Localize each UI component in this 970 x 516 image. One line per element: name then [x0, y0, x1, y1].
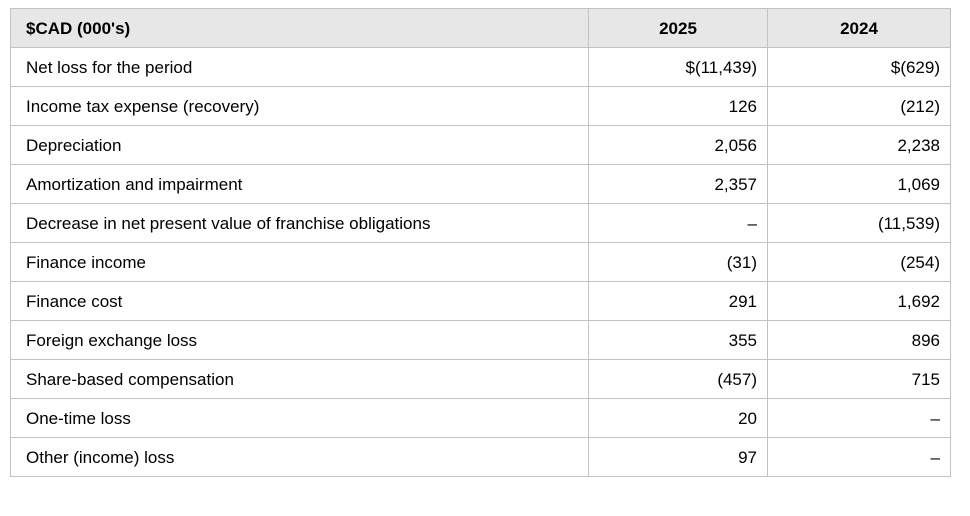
value-2024: (11,539): [767, 203, 951, 243]
value-2025: 20: [588, 398, 768, 438]
table-row: Depreciation 2,056 2,238: [10, 125, 951, 165]
value-2025: 126: [588, 86, 768, 126]
table-row: Finance income (31) (254): [10, 242, 951, 282]
value-2025: 291: [588, 281, 768, 321]
row-label: Finance cost: [10, 281, 589, 321]
value-2024: (254): [767, 242, 951, 282]
value-2025: 2,056: [588, 125, 768, 165]
row-label: Depreciation: [10, 125, 589, 165]
financial-table-container: $CAD (000's) 2025 2024 Net loss for the …: [10, 8, 951, 477]
value-2024: 1,692: [767, 281, 951, 321]
value-2024: (212): [767, 86, 951, 126]
row-label: One-time loss: [10, 398, 589, 438]
table-row: Finance cost 291 1,692: [10, 281, 951, 321]
table-header: $CAD (000's) 2025 2024: [10, 8, 951, 48]
table-row: Amortization and impairment 2,357 1,069: [10, 164, 951, 204]
value-2025: $(11,439): [588, 47, 768, 87]
value-2024: –: [767, 437, 951, 477]
financial-table: $CAD (000's) 2025 2024 Net loss for the …: [10, 8, 951, 477]
row-label: Amortization and impairment: [10, 164, 589, 204]
row-label: Other (income) loss: [10, 437, 589, 477]
header-row: $CAD (000's) 2025 2024: [10, 8, 951, 48]
value-2024: 2,238: [767, 125, 951, 165]
header-currency-label: $CAD (000's): [10, 8, 589, 48]
table-row: Income tax expense (recovery) 126 (212): [10, 86, 951, 126]
row-label: Share-based compensation: [10, 359, 589, 399]
row-label: Foreign exchange loss: [10, 320, 589, 360]
table-body: Net loss for the period $(11,439) $(629)…: [10, 47, 951, 477]
value-2024: –: [767, 398, 951, 438]
value-2025: 97: [588, 437, 768, 477]
value-2025: –: [588, 203, 768, 243]
value-2024: 715: [767, 359, 951, 399]
row-label: Decrease in net present value of franchi…: [10, 203, 589, 243]
table-row: Decrease in net present value of franchi…: [10, 203, 951, 243]
header-year-2025: 2025: [588, 8, 768, 48]
table-row: Foreign exchange loss 355 896: [10, 320, 951, 360]
value-2024: 1,069: [767, 164, 951, 204]
table-row: Other (income) loss 97 –: [10, 437, 951, 477]
header-year-2024: 2024: [767, 8, 951, 48]
row-label: Net loss for the period: [10, 47, 589, 87]
value-2024: $(629): [767, 47, 951, 87]
value-2025: 355: [588, 320, 768, 360]
value-2025: 2,357: [588, 164, 768, 204]
row-label: Finance income: [10, 242, 589, 282]
table-row: Share-based compensation (457) 715: [10, 359, 951, 399]
value-2025: (31): [588, 242, 768, 282]
value-2024: 896: [767, 320, 951, 360]
table-row: Net loss for the period $(11,439) $(629): [10, 47, 951, 87]
row-label: Income tax expense (recovery): [10, 86, 589, 126]
table-row: One-time loss 20 –: [10, 398, 951, 438]
value-2025: (457): [588, 359, 768, 399]
